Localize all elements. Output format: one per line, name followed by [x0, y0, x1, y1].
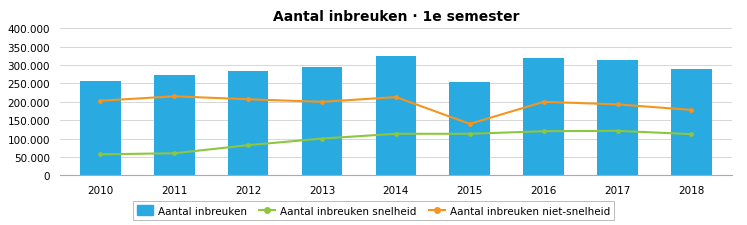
Legend: Aantal inbreuken, Aantal inbreuken snelheid, Aantal inbreuken niet-snelheid: Aantal inbreuken, Aantal inbreuken snelh…	[133, 201, 614, 220]
Bar	[80, 81, 121, 176]
Bar	[302, 68, 342, 176]
Bar	[450, 83, 490, 176]
Bar	[228, 71, 268, 176]
Bar	[598, 60, 638, 176]
Title: Aantal inbreuken · 1e semester: Aantal inbreuken · 1e semester	[273, 10, 519, 24]
Bar	[376, 57, 416, 176]
Bar	[671, 70, 712, 176]
Bar	[524, 58, 564, 176]
Bar	[154, 76, 194, 176]
